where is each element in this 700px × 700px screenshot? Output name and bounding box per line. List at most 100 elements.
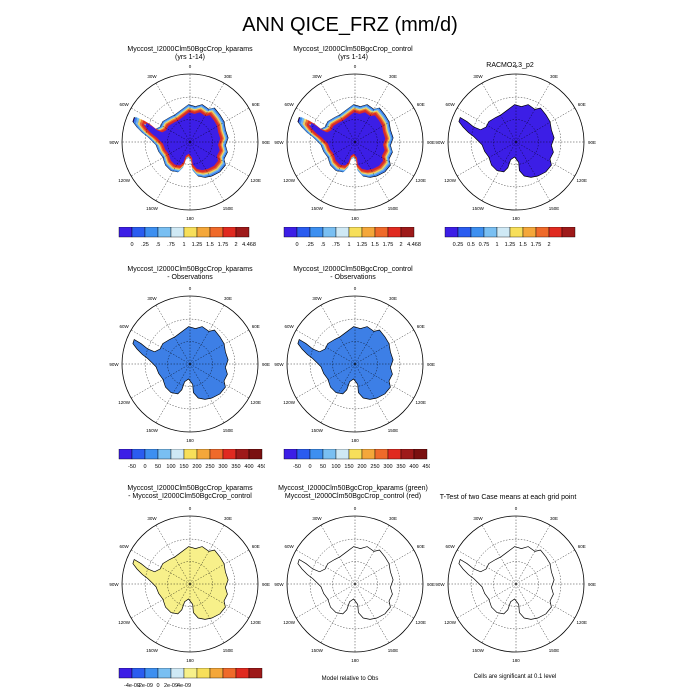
- colorbar-tick-label: 4e-09: [177, 683, 191, 689]
- longitude-line: [354, 107, 414, 143]
- longitude-line: [189, 549, 249, 585]
- longitude-label: 60W: [285, 102, 295, 107]
- interior-fill: [310, 112, 385, 170]
- colorbar-tick-label: 2: [234, 242, 237, 248]
- longitude-line: [481, 525, 517, 585]
- colorbar-tick-label: 200: [357, 464, 366, 470]
- colorbar-tick-label: 150: [179, 464, 188, 470]
- colorbar-swatch: [509, 227, 524, 238]
- longitude-label: 150E: [388, 206, 399, 211]
- colorbar-swatch: [157, 668, 172, 679]
- colorbar-swatch: [535, 227, 550, 238]
- colorbar-swatch: [118, 668, 133, 679]
- longitude-label: 60W: [285, 324, 295, 329]
- colorbar-tick-label: 1.25: [192, 242, 203, 248]
- longitude-line: [296, 583, 356, 619]
- colorbar-swatch: [222, 668, 237, 679]
- longitude-label: 150W: [472, 206, 485, 211]
- longitude-label: 150W: [146, 206, 159, 211]
- longitude-label: 0: [354, 506, 357, 511]
- longitude-line: [320, 141, 356, 201]
- colorbar-swatch: [118, 227, 133, 238]
- longitude-label: 30E: [550, 74, 558, 79]
- longitude-line: [354, 363, 414, 399]
- colorbar-tick-label: .5: [321, 242, 326, 248]
- longitude-label: 150W: [311, 648, 324, 653]
- colorbar-swatch: [170, 449, 185, 460]
- longitude-label: 150W: [472, 648, 485, 653]
- colorbar-swatch: [118, 449, 133, 460]
- longitude-label: 60E: [252, 324, 260, 329]
- longitude-label: 30E: [224, 296, 232, 301]
- colorbar-swatch: [170, 668, 185, 679]
- colorbar-swatch: [309, 449, 324, 460]
- longitude-label: 90E: [427, 582, 435, 587]
- colorbar-tick-label: 2e-09: [164, 683, 178, 689]
- colorbar-swatch: [322, 449, 337, 460]
- note-significance: Cells are significant at 0.1 level: [473, 674, 557, 680]
- longitude-label: 150E: [223, 206, 234, 211]
- longitude-label: 60W: [446, 102, 456, 107]
- longitude-label: 120W: [283, 400, 296, 405]
- longitude-line: [296, 107, 356, 143]
- colorbar-swatch: [413, 449, 428, 460]
- colorbar-swatch: [183, 668, 198, 679]
- colorbar-tick-label: -50: [128, 464, 136, 470]
- note-model-relative: Model relative to Obs: [321, 676, 379, 682]
- colorbar-swatch: [496, 227, 511, 238]
- longitude-label: 180: [351, 216, 359, 221]
- colorbar-swatch: [235, 668, 250, 679]
- colorbar-swatch: [309, 227, 324, 238]
- colorbar-swatch: [296, 227, 311, 238]
- longitude-label: 150E: [223, 428, 234, 433]
- longitude-label: 0: [354, 64, 357, 69]
- longitude-label: 120E: [251, 620, 262, 625]
- colorbar-tick-label: 300: [218, 464, 227, 470]
- map-panel-difference: 0 30E 60E 90E 120E 150E 180 150W 120W 90W 60W 30W: [109, 506, 270, 663]
- colorbar-tick-label: 100: [331, 464, 340, 470]
- longitude-line: [515, 107, 575, 143]
- longitude-line: [457, 141, 517, 177]
- latitude-line: [144, 96, 236, 188]
- longitude-label: 120E: [577, 178, 588, 183]
- colorbar-tick-label: 1.5: [206, 242, 214, 248]
- map-panel-racmo: 0 30E 60E 90E 120E 150E 180 150W 120W 90W 60W 30W: [435, 64, 596, 221]
- panel-title-kparams-obs: Myccost_I2000Clm50BgcCrop_kparams - Obser…: [127, 266, 253, 281]
- longitude-line: [515, 583, 575, 619]
- colorbar-tick-label: 0: [130, 242, 133, 248]
- longitude-label: 30W: [147, 74, 157, 79]
- longitude-line: [131, 363, 191, 399]
- longitude-line: [481, 141, 517, 201]
- colorbar-tick-label: 1.75: [531, 242, 542, 248]
- colorbar-swatch: [144, 449, 159, 460]
- longitude-line: [155, 583, 191, 643]
- longitude-label: 180: [351, 438, 359, 443]
- longitude-label: 150W: [146, 648, 159, 653]
- colorbar-swatch: [296, 449, 311, 460]
- colorbar-swatch: [248, 449, 263, 460]
- longitude-label: 120W: [283, 620, 296, 625]
- colorbar-tick-label: -4e-09: [124, 683, 140, 689]
- longitude-line: [189, 107, 249, 143]
- longitude-label: 180: [186, 658, 194, 663]
- longitude-line: [155, 83, 191, 143]
- longitude-label: 180: [351, 658, 359, 663]
- latitude-line: [309, 538, 401, 630]
- colorbar-swatch: [183, 449, 198, 460]
- colorbar-tick-label: 2: [547, 242, 550, 248]
- colorbar-tick-label: 400: [244, 464, 253, 470]
- longitude-label: 30W: [473, 74, 483, 79]
- colorbar-control: 0 .25 .5 .75 1 1.25 1.5 1.75 2 4.468: [283, 227, 421, 248]
- longitude-line: [189, 363, 249, 399]
- longitude-line: [457, 583, 517, 619]
- longitude-line: [131, 583, 191, 619]
- longitude-label: 150W: [311, 428, 324, 433]
- colorbar-swatch: [335, 449, 350, 460]
- colorbar-tick-label: 0: [156, 683, 159, 689]
- longitude-line: [189, 305, 225, 365]
- longitude-label: 120W: [444, 178, 457, 183]
- longitude-label: 120W: [118, 178, 131, 183]
- colorbar-tick-label: .25: [306, 242, 314, 248]
- longitude-label: 150E: [388, 648, 399, 653]
- colorbar-swatch: [374, 227, 389, 238]
